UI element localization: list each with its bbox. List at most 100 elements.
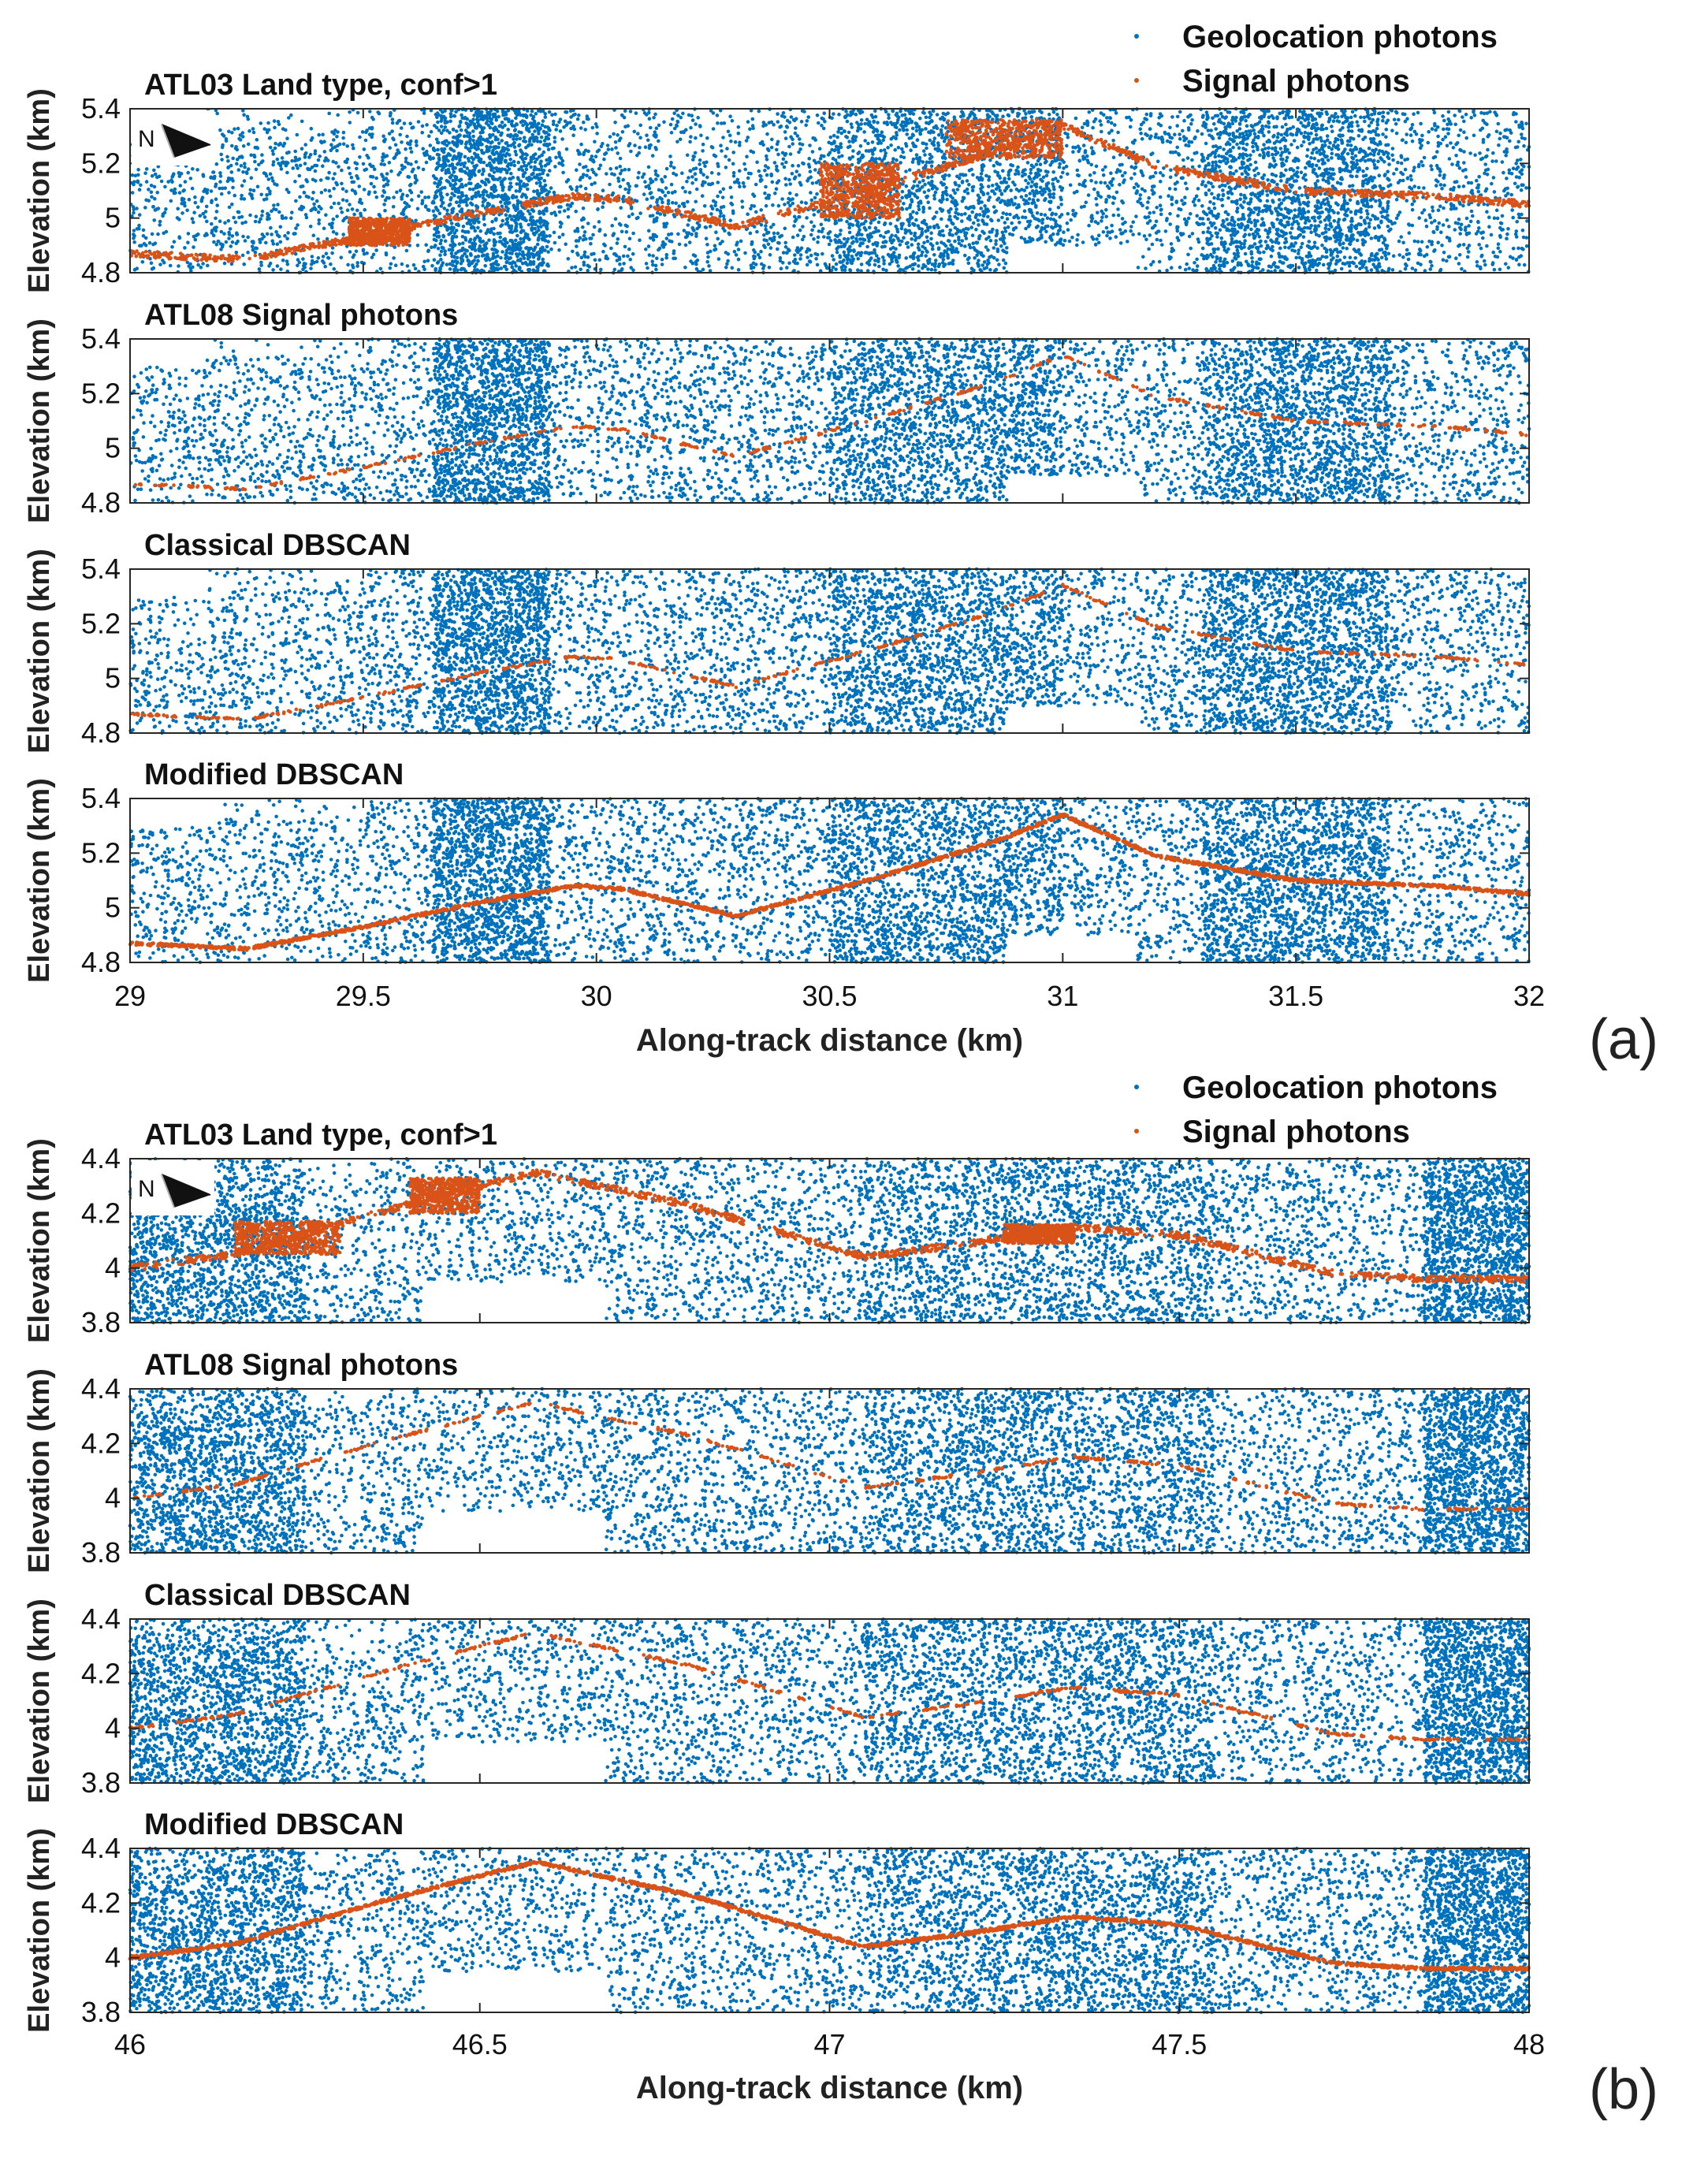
geolocation-photons [129,796,1531,965]
y-tick-label: 3.8 [81,1536,121,1569]
geolocation-photons [128,1386,1531,1555]
y-tick-label: 4.4 [81,1602,121,1635]
y-tick-label: 4.8 [81,717,121,749]
y-axis-label: Elevation (km) [23,778,56,983]
y-tick-label: 5.2 [81,377,121,409]
y-tick-label: 5 [105,662,121,694]
y-tick-label: 5.2 [81,147,121,179]
y-tick-label: 5 [105,202,121,234]
signal-photons [129,117,1531,263]
y-tick-label: 4.2 [81,1657,121,1689]
signal-photons [128,1632,1530,1743]
subplot-2: ATL08 Signal photons Elevation (km) 3.8 4 4.… [23,1349,1531,1573]
signal-photons [133,355,1528,492]
legend-geolocation-label: Geolocation photons [1182,1070,1498,1105]
y-tick-label: 3.8 [81,1306,121,1338]
x-tick-label: 47.5 [1152,2028,1207,2060]
y-axis-label: Elevation (km) [23,88,56,293]
y-tick-label: 4.4 [81,1832,121,1864]
subplot-2: ATL08 Signal photons Elevation (km) 4.8 5 5.… [23,299,1531,523]
subplot-4: Modified DBSCAN Elevation (km) 4.8 5 5.2 5.4 [23,758,1531,983]
y-tick-label: 4.8 [81,946,121,978]
x-tick-label: 29 [114,980,146,1012]
subplot-1: ATL03 Land type, conf>1 Elevation (km) 3.8… [23,1118,1531,1343]
y-tick-label: 5.4 [81,92,121,125]
x-tick-label: 46.5 [452,2028,508,2060]
north-arrow-icon: N [132,1160,214,1215]
legend-signal-label: Signal photons [1182,1115,1410,1149]
signal-photons [132,1401,1529,1513]
signal-photons [129,583,1526,721]
y-axis-label: Elevation (km) [23,1368,56,1573]
y-tick-label: 5.4 [81,322,121,355]
y-tick-label: 4 [105,1941,121,1974]
subplot-3: Classical DBSCAN Elevation (km) 4.8 5 5.2 5.4 [23,529,1531,754]
x-tick-label: 29.5 [336,980,391,1012]
subplot-title: ATL03 Land type, conf>1 [144,1118,497,1152]
x-tick-label: 32 [1513,980,1545,1012]
subplot-title: Classical DBSCAN [144,529,411,562]
y-tick-label: 5.2 [81,836,121,869]
y-axis-label: Elevation (km) [23,318,56,523]
y-tick-label: 3.8 [81,1996,121,2028]
geolocation-photons [128,567,1531,735]
subplot-title: Modified DBSCAN [144,758,404,791]
geolocation-photons [128,1846,1531,2015]
y-tick-label: 5.2 [81,607,121,639]
panel-label: (b) [1589,2058,1658,2121]
signal-photons [128,1859,1531,1972]
y-tick-label: 3.8 [81,1766,121,1799]
signal-photons [128,812,1531,952]
north-arrow-icon: N [132,110,214,166]
x-tick-label: 48 [1513,2028,1545,2060]
y-tick-label: 4 [105,1252,121,1284]
north-label: N [138,126,155,152]
y-tick-label: 4.2 [81,1427,121,1459]
y-tick-label: 4.2 [81,1197,121,1229]
subplot-title: Classical DBSCAN [144,1579,411,1612]
legend-marker-signal [1134,1129,1139,1133]
panel-b: ATL03 Land type, conf>1 Elevation (km) 3.8… [23,1070,1658,2121]
legend-marker-geolocation [1134,1085,1139,1089]
y-axis-label: Elevation (km) [23,1599,56,1803]
subplot-title: ATL08 Signal photons [144,1349,458,1382]
legend-marker-signal [1134,78,1139,83]
subplot-4: Modified DBSCAN Elevation (km) 3.8 4 4.2 4.4 [23,1808,1531,2033]
y-tick-label: 4.4 [81,1142,121,1174]
y-tick-label: 5.4 [81,553,121,585]
subplot-title: Modified DBSCAN [144,1808,404,1841]
geolocation-photons [128,1617,1531,1785]
signal-photons [128,1168,1528,1284]
y-tick-label: 4.8 [81,486,121,519]
north-label: N [138,1176,155,1202]
x-tick-label: 31 [1047,980,1078,1012]
panel-a: ATL03 Land type, conf>1 Elevation (km) 4.8… [23,20,1658,1071]
x-tick-label: 46 [114,2028,146,2060]
y-tick-label: 5 [105,891,121,924]
y-tick-label: 4.2 [81,1886,121,1919]
y-tick-label: 4 [105,1712,121,1744]
y-tick-label: 4 [105,1482,121,1514]
legend-signal-label: Signal photons [1182,64,1410,99]
y-axis-label: Elevation (km) [23,1138,56,1343]
x-tick-label: 47 [813,2028,845,2060]
legend-marker-geolocation [1134,34,1139,39]
subplot-title: ATL08 Signal photons [144,299,458,332]
subplot-1: ATL03 Land type, conf>1 Elevation (km) 4.8… [23,69,1531,293]
y-axis-label: Elevation (km) [23,1828,56,2033]
y-tick-label: 5.4 [81,782,121,814]
legend: Geolocation photons Signal photons [1134,1070,1498,1149]
x-axis-label: Along-track distance (km) [636,2071,1023,2105]
y-tick-label: 4.4 [81,1372,121,1405]
subplot-title: ATL03 Land type, conf>1 [144,69,497,102]
x-tick-label: 31.5 [1268,980,1323,1012]
y-tick-label: 5 [105,432,121,464]
subplot-3: Classical DBSCAN Elevation (km) 3.8 4 4.2 4.4 [23,1579,1531,1803]
panel-label: (a) [1589,1008,1658,1071]
y-tick-label: 4.8 [81,256,121,288]
legend-geolocation-label: Geolocation photons [1182,20,1498,54]
x-axis-label: Along-track distance (km) [636,1023,1023,1058]
legend: Geolocation photons Signal photons [1134,20,1498,99]
x-tick-label: 30 [581,980,612,1012]
